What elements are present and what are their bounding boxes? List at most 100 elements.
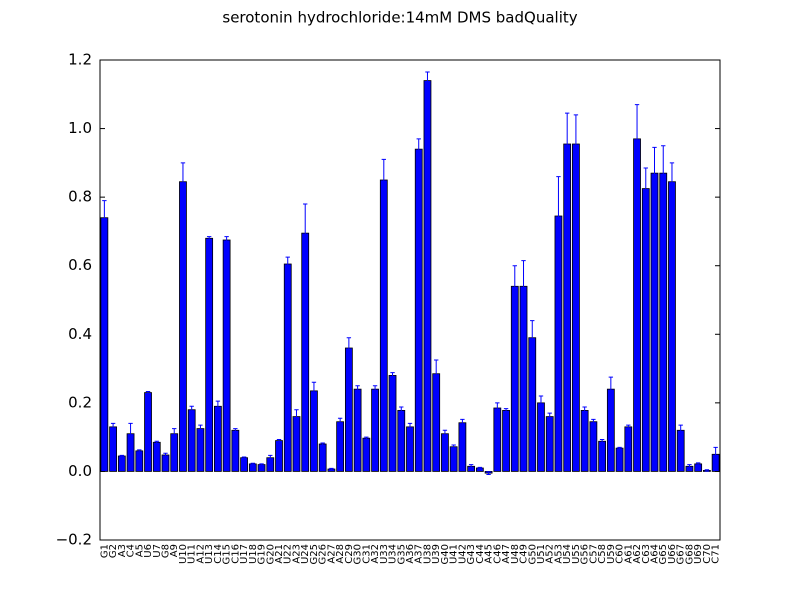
bar	[100, 217, 109, 472]
error-bar	[364, 436, 369, 440]
x-tick-label: G1	[99, 544, 110, 558]
error-bar	[381, 158, 386, 202]
error-bar	[591, 418, 596, 425]
x-tick-label: A45	[484, 544, 495, 564]
chart-title: serotonin hydrochloride:14mM DMS badQual…	[222, 9, 577, 27]
error-bar	[285, 256, 290, 272]
x-tick-label: U54	[562, 544, 573, 564]
error-bar	[669, 162, 675, 202]
x-tick-label: U22	[283, 544, 294, 564]
x-tick-label: C44	[475, 544, 486, 564]
bar	[615, 447, 624, 472]
x-tick-label: U69	[693, 544, 704, 564]
bar	[222, 239, 231, 472]
bar	[362, 437, 371, 472]
error-bar	[407, 422, 413, 431]
bar	[432, 373, 441, 472]
error-bar	[599, 439, 605, 444]
bar	[170, 433, 179, 472]
error-bar	[512, 265, 517, 308]
bar	[109, 426, 117, 472]
error-bar	[180, 162, 186, 202]
error-bar	[241, 456, 247, 459]
y-tick-label: 0.8	[68, 188, 92, 206]
x-tick-label: U41	[449, 544, 460, 564]
error-bar	[451, 444, 456, 449]
y-tick-label: 0.4	[68, 325, 92, 343]
bar	[371, 388, 379, 472]
x-tick-label: U55	[571, 544, 582, 564]
bar	[187, 409, 196, 472]
bar	[397, 409, 406, 472]
bar	[650, 172, 659, 472]
error-bar	[495, 402, 500, 414]
x-tick-label: U42	[457, 544, 468, 564]
error-bar	[110, 422, 116, 431]
error-bar	[372, 385, 378, 394]
bar	[502, 409, 510, 472]
bar	[537, 402, 545, 472]
bar	[641, 188, 650, 472]
x-tick-label: G20	[265, 544, 276, 564]
error-bar	[128, 422, 133, 445]
bar	[598, 440, 607, 472]
x-tick-label: A32	[370, 544, 381, 564]
bar	[152, 441, 161, 472]
error-bar	[530, 320, 535, 356]
bar	[493, 407, 502, 472]
error-bar	[713, 446, 718, 462]
x-tick-label: U24	[300, 544, 311, 564]
error-bar	[163, 452, 168, 458]
bar	[441, 433, 449, 472]
x-tick-label: A12	[195, 544, 206, 564]
bar	[528, 337, 537, 472]
error-bar	[704, 469, 710, 472]
x-tick-label: G26	[318, 544, 329, 564]
error-bar	[626, 424, 631, 430]
error-bar	[320, 442, 325, 446]
bar	[283, 263, 292, 472]
x-tick-label: G30	[353, 544, 364, 564]
x-tick-label: A21	[274, 544, 285, 564]
error-bar	[102, 200, 107, 236]
x-tick-label: C16	[230, 544, 241, 564]
x-tick-label: C60	[615, 544, 626, 564]
bar	[240, 457, 248, 472]
x-tick-label: A37	[414, 544, 425, 564]
x-tick-label: C46	[492, 544, 503, 564]
bar	[449, 446, 458, 472]
x-tick-label: G25	[309, 544, 320, 564]
error-bar	[294, 409, 299, 424]
bar	[196, 428, 205, 472]
bar	[624, 426, 633, 472]
bar	[545, 416, 554, 472]
x-tick-label: C71	[711, 544, 722, 564]
x-tick-label: U18	[248, 544, 259, 564]
bar	[388, 375, 397, 472]
x-tick-label: A3	[117, 544, 128, 557]
x-tick-label: U48	[510, 544, 521, 564]
x-tick-label: U17	[239, 544, 250, 564]
error-bar	[460, 418, 465, 427]
error-bar	[556, 176, 561, 256]
x-tick-label: A23	[291, 544, 302, 564]
error-bar	[276, 439, 282, 443]
x-tick-label: U33	[379, 544, 390, 564]
bar	[231, 429, 240, 472]
error-bar	[268, 454, 273, 461]
error-bar	[521, 260, 526, 313]
x-tick-label: G67	[676, 544, 687, 564]
error-bar	[416, 138, 421, 160]
x-tick-label: A47	[501, 544, 512, 564]
x-tick-label: G40	[440, 544, 451, 564]
x-tick-label: G2	[108, 544, 119, 558]
error-bar	[477, 466, 483, 470]
error-bar	[399, 406, 404, 415]
x-tick-label: A53	[553, 544, 564, 564]
bar	[135, 450, 144, 472]
bar	[353, 388, 362, 472]
x-tick-label: A5	[134, 544, 145, 557]
error-bar	[565, 112, 570, 176]
